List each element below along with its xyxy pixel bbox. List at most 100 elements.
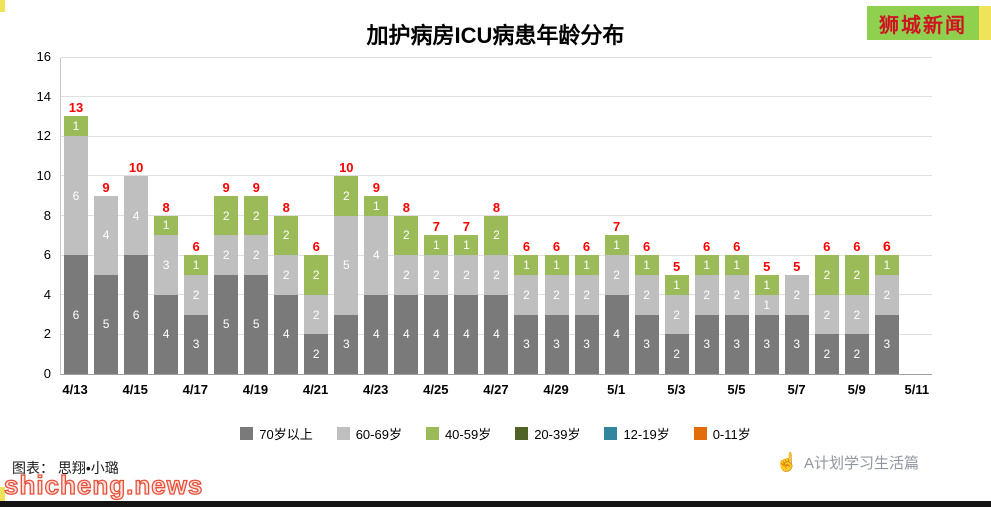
x-axis-tick-label: 4/23 bbox=[363, 382, 389, 397]
bar-segment: 1 bbox=[514, 255, 539, 275]
bar-segment: 1 bbox=[154, 215, 179, 236]
x-axis-tick-label: 5/1 bbox=[607, 382, 626, 397]
x-axis-tick-label: 5/9 bbox=[847, 382, 866, 397]
bar-segment: 2 bbox=[484, 255, 509, 295]
chart-title: 加护病房ICU病患年龄分布 bbox=[366, 23, 625, 48]
x-axis-tick-label bbox=[331, 382, 361, 397]
x-axis-tick-label: 4/29 bbox=[543, 382, 569, 397]
badge-edge-accent bbox=[979, 6, 991, 40]
bar-total-label: 6 bbox=[853, 239, 861, 255]
bar-total-label: 8 bbox=[492, 199, 501, 215]
bar-segment: 3 bbox=[874, 314, 899, 374]
plot-area: 0 2 4 6 8 10 12 14 16 13 1 6 6 9 4 5 10 4 6 8 1 3 4 6 1 2 3 9 2 2 5 9 2 2… bbox=[37, 49, 932, 381]
bar-total-label: 6 bbox=[522, 239, 531, 255]
x-axis-tick-label: 4/13 bbox=[62, 382, 88, 397]
bar-segment: 3 bbox=[694, 314, 719, 374]
bar-segment: 5 bbox=[244, 274, 269, 374]
bar-segment: 2 bbox=[394, 215, 419, 256]
bar-segment: 2 bbox=[244, 235, 269, 275]
y-axis-tick-label: 6 bbox=[43, 247, 51, 263]
bar-segment: 4 bbox=[454, 294, 479, 374]
legend-label: 12-19岁 bbox=[623, 427, 670, 442]
x-axis-tick-label bbox=[90, 382, 120, 397]
bar-segment: 2 bbox=[544, 274, 569, 315]
bar-segment: 6 bbox=[124, 255, 149, 374]
bar-total-label: 7 bbox=[462, 219, 471, 235]
bar-total-label: 6 bbox=[582, 239, 591, 255]
bar-segment: 1 bbox=[754, 274, 779, 295]
bar-segment: 4 bbox=[424, 294, 449, 374]
bar-total-label: 10 bbox=[339, 159, 354, 175]
chart-credit: 图表： 思翔•小璐 bbox=[12, 460, 119, 476]
bar-segment: 2 bbox=[454, 255, 479, 295]
bar-total-label: 9 bbox=[252, 179, 260, 195]
bar-total-label: 6 bbox=[823, 239, 831, 255]
bar-segment: 5 bbox=[94, 274, 119, 374]
legend-swatch bbox=[515, 427, 529, 440]
bar-segment: 2 bbox=[394, 255, 419, 295]
bar-total-label: 6 bbox=[642, 239, 651, 255]
bar-segment: 2 bbox=[664, 334, 689, 374]
x-axis-tick-label bbox=[270, 382, 300, 397]
bar-segment: 2 bbox=[304, 255, 329, 295]
bar-segment: 3 bbox=[544, 314, 569, 374]
bar-segment: 1 bbox=[694, 255, 719, 275]
x-axis-tick-label: 4/19 bbox=[242, 382, 269, 397]
bar-total-label: 9 bbox=[372, 179, 380, 195]
legend-label: 20-39岁 bbox=[534, 427, 581, 442]
bar-total-label: 5 bbox=[673, 258, 681, 274]
bar-segment: 1 bbox=[874, 255, 899, 275]
bar-total-label: 9 bbox=[222, 179, 230, 195]
bar-segment: 4 bbox=[274, 294, 299, 374]
bar-segment: 3 bbox=[514, 314, 539, 374]
bar-segment: 3 bbox=[574, 314, 599, 374]
bar-segment: 1 bbox=[634, 255, 659, 275]
x-axis-tick-label: 4/27 bbox=[483, 382, 509, 397]
bar-total-label: 13 bbox=[68, 100, 84, 116]
bar-segment: 4 bbox=[394, 294, 419, 374]
y-axis-tick-label: 2 bbox=[43, 326, 51, 342]
bar-total-label: 6 bbox=[882, 238, 891, 255]
bar-total-label: 9 bbox=[102, 179, 110, 195]
bar-total-label: 8 bbox=[162, 199, 170, 215]
bar-segment: 2 bbox=[514, 274, 539, 315]
bar-total-label: 6 bbox=[312, 239, 320, 255]
bar-segment: 4 bbox=[604, 294, 629, 374]
bar-segment: 2 bbox=[424, 255, 449, 295]
y-axis-tick-label: 8 bbox=[43, 207, 51, 223]
legend-item: 0-11岁 bbox=[693, 424, 751, 443]
bar-segment: 3 bbox=[154, 235, 179, 295]
